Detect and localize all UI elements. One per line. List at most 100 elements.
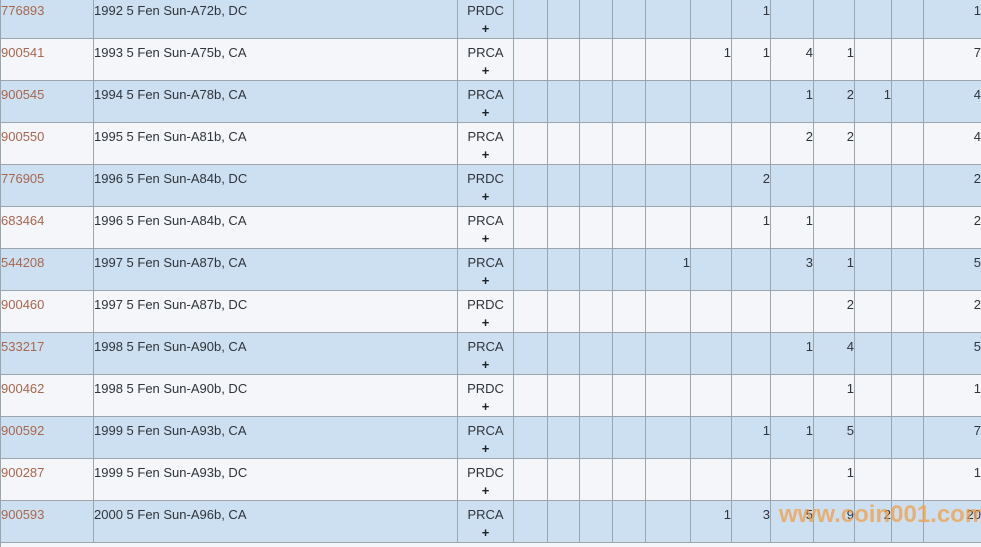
expand-row-button[interactable]: +: [481, 231, 490, 246]
grade-count-cell: [854, 0, 892, 39]
coin-type-label: PRCA: [467, 45, 504, 60]
total-count-cell: 5: [923, 248, 981, 291]
coin-id-link[interactable]: 544208: [1, 255, 45, 270]
grade-count-cell: [770, 164, 814, 207]
coin-id-link[interactable]: 776893: [1, 3, 45, 18]
coin-type-label: PRCA: [467, 87, 504, 102]
grade-count-cell: [612, 38, 646, 81]
coin-type-cell: PRCA +: [457, 38, 514, 81]
grade-count-cell: 1: [813, 38, 855, 81]
expand-row-button[interactable]: +: [481, 189, 490, 204]
expand-row-button[interactable]: +: [481, 147, 490, 162]
grade-count-cell: [690, 416, 732, 459]
grade-count-cell: [891, 374, 924, 417]
expand-row-button[interactable]: +: [481, 63, 490, 78]
expand-row-button[interactable]: +: [481, 399, 490, 414]
coin-id-link[interactable]: 683464: [1, 213, 45, 228]
total-count-cell: 7: [923, 416, 981, 459]
expand-row-button[interactable]: +: [481, 105, 490, 120]
coin-type-label: PRCA: [467, 213, 504, 228]
expand-row-button[interactable]: +: [481, 273, 490, 288]
grade-count-cell: [547, 0, 580, 39]
coin-id-link[interactable]: 776905: [1, 171, 45, 186]
expand-row-button[interactable]: +: [481, 441, 490, 456]
grade-count-cell: [891, 458, 924, 501]
total-count-cell: 20: [923, 500, 981, 543]
grade-count-cell: [690, 332, 732, 375]
coin-id-link[interactable]: 900545: [1, 87, 45, 102]
grade-count-cell: [513, 332, 548, 375]
coin-description: 1996 5 Fen Sun-A84b, CA: [93, 206, 458, 249]
grade-count-cell: [731, 374, 771, 417]
grade-count-cell: [513, 0, 548, 39]
coin-id-link[interactable]: 900460: [1, 297, 45, 312]
coin-type-cell: PRCA +: [457, 332, 514, 375]
coin-id-cell: 776893: [0, 0, 94, 39]
coin-type-label: PRDC: [467, 171, 504, 186]
partial-row-cell: [0, 542, 981, 547]
coin-description: 1992 5 Fen Sun-A72b, DC: [93, 0, 458, 39]
grade-count-cell: 2: [770, 122, 814, 165]
grade-count-cell: [813, 164, 855, 207]
grade-count-cell: 1: [770, 206, 814, 249]
grade-count-cell: 1: [731, 206, 771, 249]
expand-row-button[interactable]: +: [481, 357, 490, 372]
grade-count-cell: [854, 206, 892, 249]
table-row: 683464 1996 5 Fen Sun-A84b, CA PRCA +1 1 2: [0, 206, 981, 249]
total-count-cell: 1: [923, 458, 981, 501]
grade-count-cell: [513, 416, 548, 459]
grade-count-cell: [813, 0, 855, 39]
expand-row-button[interactable]: +: [481, 315, 490, 330]
coin-id-link[interactable]: 900462: [1, 381, 45, 396]
grade-count-cell: [579, 500, 613, 543]
expand-row-button[interactable]: +: [481, 21, 490, 36]
grade-count-cell: [690, 80, 732, 123]
coin-id-link[interactable]: 900287: [1, 465, 45, 480]
grade-count-cell: [731, 290, 771, 333]
total-count-cell: 2: [923, 206, 981, 249]
table-row: 900550 1995 5 Fen Sun-A81b, CA PRCA +2 2 4: [0, 122, 981, 165]
grade-count-cell: 5: [813, 416, 855, 459]
coin-description: 1994 5 Fen Sun-A78b, CA: [93, 80, 458, 123]
coin-type-label: PRCA: [467, 255, 504, 270]
coin-type-cell: PRCA +: [457, 500, 514, 543]
coin-description: 1999 5 Fen Sun-A93b, DC: [93, 458, 458, 501]
coin-id-link[interactable]: 533217: [1, 339, 45, 354]
grade-count-cell: [891, 416, 924, 459]
coin-id-link[interactable]: 900592: [1, 423, 45, 438]
grade-count-cell: [547, 38, 580, 81]
coin-id-link[interactable]: 900541: [1, 45, 45, 60]
grade-count-cell: [891, 290, 924, 333]
grade-count-cell: [645, 38, 691, 81]
grade-count-cell: [690, 164, 732, 207]
grade-count-cell: [891, 206, 924, 249]
coin-description: 1997 5 Fen Sun-A87b, DC: [93, 290, 458, 333]
grade-count-cell: [891, 332, 924, 375]
coin-id-link[interactable]: 900593: [1, 507, 45, 522]
coin-id-cell: 900541: [0, 38, 94, 81]
grade-count-cell: [731, 332, 771, 375]
coin-description: 1993 5 Fen Sun-A75b, CA: [93, 38, 458, 81]
grade-count-cell: [513, 290, 548, 333]
grade-count-cell: [645, 458, 691, 501]
grade-count-cell: 2: [813, 122, 855, 165]
grade-count-cell: [731, 458, 771, 501]
expand-row-button[interactable]: +: [481, 525, 490, 540]
grade-count-cell: [547, 80, 580, 123]
coin-description: 1995 5 Fen Sun-A81b, CA: [93, 122, 458, 165]
coin-description: 2000 5 Fen Sun-A96b, CA: [93, 500, 458, 543]
coin-id-link[interactable]: 900550: [1, 129, 45, 144]
coin-id-cell: 900460: [0, 290, 94, 333]
coin-type-label: PRCA: [467, 339, 504, 354]
grade-count-cell: [645, 80, 691, 123]
grade-count-cell: 1: [731, 416, 771, 459]
grade-count-cell: 1: [813, 248, 855, 291]
grade-count-cell: [612, 416, 646, 459]
expand-row-button[interactable]: +: [481, 483, 490, 498]
total-count-cell: 5: [923, 332, 981, 375]
grade-count-cell: [513, 122, 548, 165]
grade-count-cell: [854, 248, 892, 291]
grade-count-cell: 2: [813, 80, 855, 123]
coin-id-cell: 900550: [0, 122, 94, 165]
grade-count-cell: 1: [813, 458, 855, 501]
